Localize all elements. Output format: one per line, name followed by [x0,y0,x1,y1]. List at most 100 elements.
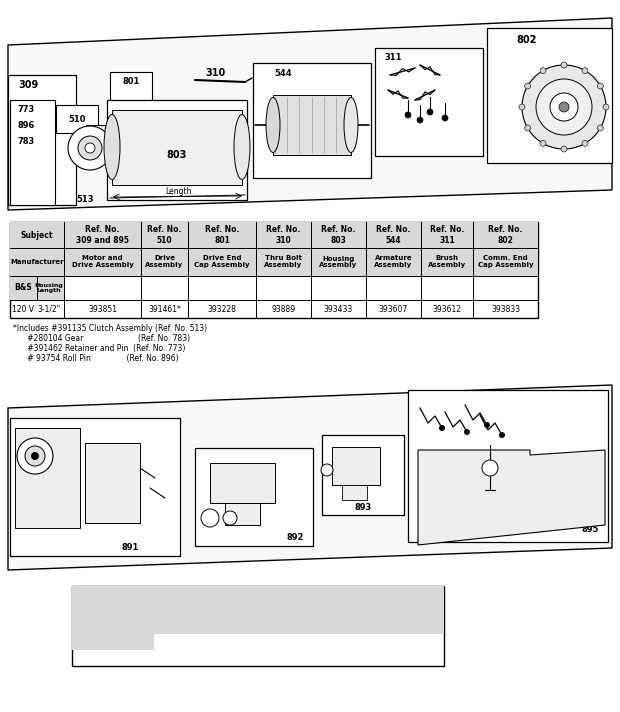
Text: Briggs & Stratton: Briggs & Stratton [78,639,148,645]
Text: Drive
Assembly: Drive Assembly [145,256,184,268]
Text: Drive End
Cap Assembly: Drive End Cap Assembly [194,256,250,268]
Text: Ref. No.
892: Ref. No. 892 [224,588,258,608]
Bar [311,222,366,248]
Bar [212,610,270,634]
Text: Ref. No.
801: Ref. No. 801 [205,225,239,245]
Bar [10,222,64,248]
Bar [10,248,64,276]
Bar [8,75,76,205]
Circle shape [561,62,567,68]
Text: Ref. No.
802: Ref. No. 802 [489,225,523,245]
Bar [64,222,141,248]
Circle shape [125,86,137,98]
Text: 3-1/2": 3-1/2" [37,305,61,313]
Circle shape [536,79,592,135]
Text: 393486: 393486 [401,654,430,662]
Bar [473,222,538,248]
Text: 895: 895 [582,525,599,535]
Text: Ref. No.
544: Ref. No. 544 [376,225,410,245]
Text: Rectifier
Group: Rectifier Group [282,615,316,629]
Text: 783: 783 [18,137,35,147]
Circle shape [78,136,102,160]
Circle shape [540,140,546,147]
Circle shape [16,156,44,184]
Text: Control
Group: Control Group [401,615,430,629]
Ellipse shape [266,98,280,152]
Text: 801: 801 [122,78,140,86]
Bar [322,435,404,515]
Bar [141,248,188,276]
Text: 393851: 393851 [88,305,117,313]
Circle shape [525,125,531,131]
Bar [328,586,386,610]
Bar [10,276,64,300]
Circle shape [85,143,95,153]
Circle shape [582,140,588,147]
Bar [253,63,371,178]
Text: 892: 892 [286,533,304,543]
Bar [154,610,212,634]
Text: 393708: 393708 [226,654,255,662]
Polygon shape [8,18,612,210]
Bar [386,610,444,634]
Text: 393705: 393705 [169,654,198,662]
Text: Housing
Length: Housing Length [35,283,63,293]
Circle shape [484,422,490,428]
Text: Manufacturer: Manufacturer [10,259,64,265]
Text: 311: 311 [384,53,402,63]
Text: Switch
Group: Switch Group [228,615,254,629]
Bar [212,586,270,610]
Text: 393612: 393612 [433,305,461,313]
Text: 803: 803 [167,150,187,160]
Circle shape [442,115,448,121]
Text: 773: 773 [18,105,35,115]
Bar [154,586,212,610]
Text: 544: 544 [274,68,292,78]
Text: 393833: 393833 [491,305,520,313]
Text: 891: 891 [122,543,139,553]
Text: Ref. No.
894: Ref. No. 894 [340,588,374,608]
Text: Ref. No.
310: Ref. No. 310 [267,225,301,245]
Bar [256,222,311,248]
Text: Lead
Group: Lead Group [345,615,369,629]
Circle shape [439,425,445,431]
Text: #391462 Retainer and Pin  (Ref. No. 773): #391462 Retainer and Pin (Ref. No. 773) [13,344,185,353]
Text: 120 V: 120 V [12,305,34,313]
Text: 393706: 393706 [342,654,371,662]
Bar [72,586,444,666]
Circle shape [22,162,38,178]
Circle shape [582,68,588,73]
Text: 802: 802 [517,35,537,45]
Circle shape [417,117,423,123]
Text: Manufacturer: Manufacturer [86,619,140,625]
Circle shape [540,68,546,73]
Circle shape [321,464,333,476]
Circle shape [603,104,609,110]
Bar [366,248,421,276]
Bar [270,610,328,634]
Text: *Includes #391135 Clutch Assembly (Ref. No. 513): *Includes #391135 Clutch Assembly (Ref. … [13,324,207,333]
Circle shape [427,109,433,115]
Bar [421,248,473,276]
Text: 510: 510 [68,115,86,123]
Ellipse shape [344,98,358,152]
Circle shape [519,104,525,110]
Text: 513: 513 [76,196,94,204]
Bar [195,448,313,546]
Bar [72,586,154,610]
Circle shape [27,167,33,173]
Bar [64,248,141,276]
Bar [487,28,612,163]
Text: 309: 309 [18,80,38,90]
Text: 393607: 393607 [379,305,408,313]
Circle shape [464,429,470,435]
Text: Motor and
Drive Assembly: Motor and Drive Assembly [71,256,133,268]
Text: Subject: Subject [20,231,53,239]
Text: Length: Length [165,187,191,197]
Text: Armature
Assembly: Armature Assembly [374,256,413,268]
Text: Ref. No.
510: Ref. No. 510 [148,225,182,245]
Text: 393228: 393228 [208,305,236,313]
Text: B&S: B&S [14,283,32,293]
Circle shape [223,511,237,525]
Text: Ref. No.
309 and 895: Ref. No. 309 and 895 [76,225,129,245]
